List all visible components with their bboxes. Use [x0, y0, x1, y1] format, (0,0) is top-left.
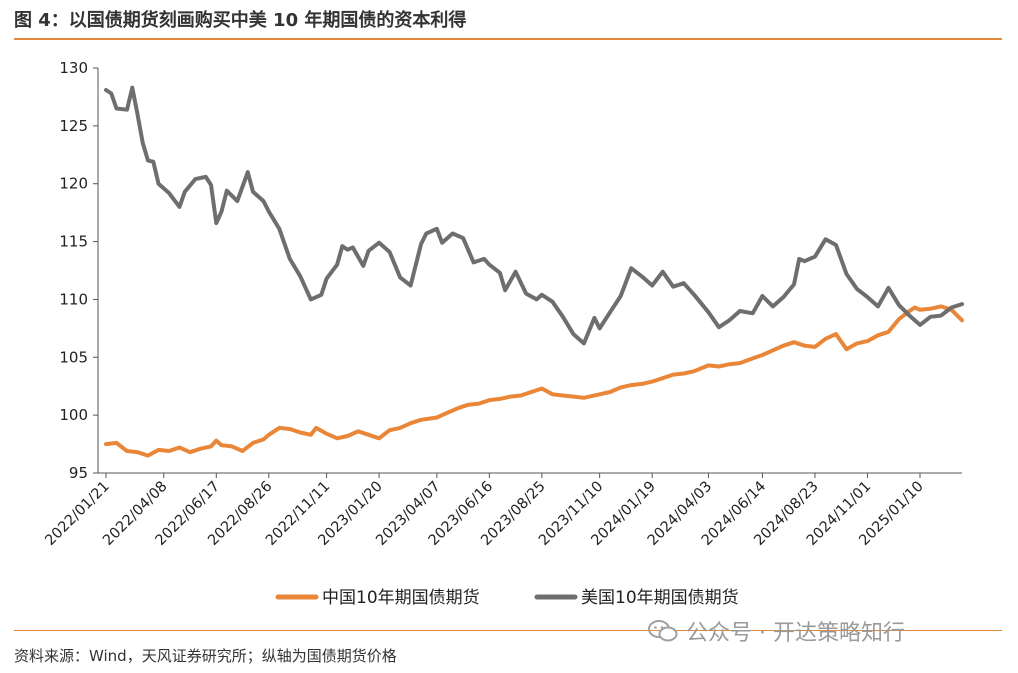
- y-tick-label: 100: [59, 406, 88, 424]
- y-tick-label: 125: [59, 117, 88, 135]
- y-tick-label: 105: [59, 348, 88, 366]
- series-line-china: [104, 304, 964, 458]
- wechat-icon: [648, 620, 678, 642]
- title-divider: [14, 38, 1002, 40]
- y-axis: 95 100 105 110 115 120 125 130: [59, 59, 99, 482]
- legend: 中国10年期国债期货 美国10年期国债期货: [275, 588, 739, 608]
- plot-series: [104, 85, 964, 458]
- y-tick-label: 130: [59, 59, 88, 77]
- x-axis: 2022/01/212022/04/082022/06/172022/08/26…: [42, 472, 962, 549]
- series-line-us: [104, 85, 964, 346]
- footer-divider: [14, 630, 1002, 631]
- watermark: 公众号 · 开达策略知行: [648, 615, 905, 647]
- legend-label-china: 中国10年期国债期货: [322, 588, 480, 608]
- watermark-text: 公众号 · 开达策略知行: [686, 621, 905, 646]
- y-tick-label: 120: [59, 175, 88, 193]
- figure-title: 图 4：以国债期货刻画购买中美 10 年期国债的资本利得: [14, 10, 467, 31]
- source-note: 资料来源：Wind，天风证券研究所；纵轴为国债期货价格: [14, 647, 397, 665]
- y-tick-label: 95: [69, 464, 88, 482]
- y-tick-label: 115: [59, 233, 88, 251]
- legend-label-us: 美国10年期国债期货: [581, 588, 739, 608]
- y-tick-label: 110: [59, 290, 88, 308]
